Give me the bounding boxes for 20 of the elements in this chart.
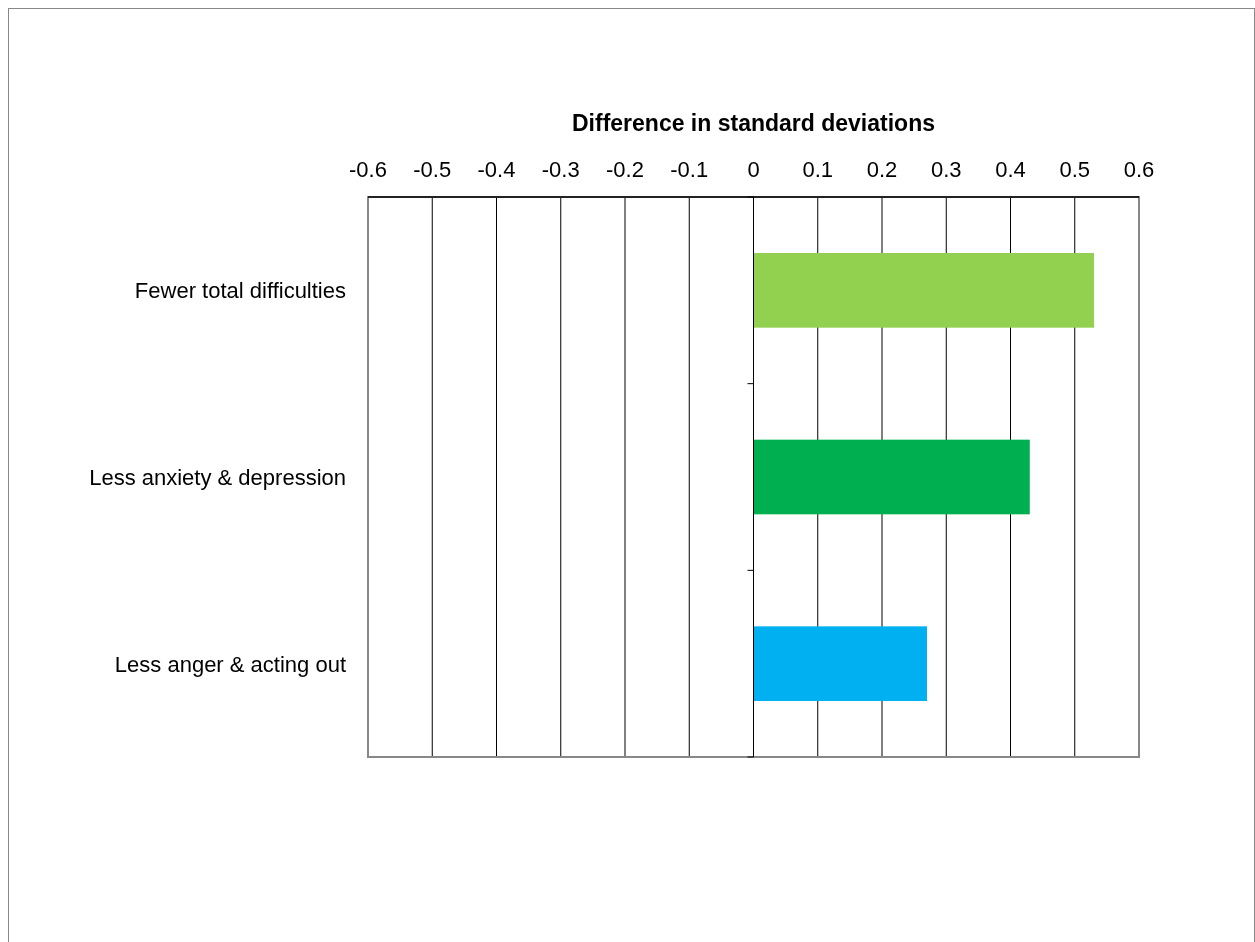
x-tick-label: 0.2: [866, 157, 898, 182]
x-tick-label: 0.3: [930, 157, 962, 182]
x-axis-title: Difference in standard deviations: [572, 110, 935, 136]
bar: [753, 439, 1030, 515]
x-tick-label: -0.4: [477, 157, 516, 182]
x-tick-label: 0: [747, 157, 760, 182]
x-tick-label: 0.6: [1123, 157, 1155, 182]
x-tick-label: -0.2: [606, 157, 644, 182]
x-tick-label: 0.4: [995, 157, 1026, 182]
bar: [753, 253, 1095, 328]
y-tick-label: Less anger & acting out: [114, 651, 346, 677]
x-tick-label: 0.5: [1059, 157, 1091, 182]
bar: [753, 626, 927, 701]
x-tick-label: 0.1: [802, 157, 834, 182]
y-tick-label: Less anxiety & depression: [89, 465, 346, 490]
x-tick-label: -0.5: [413, 157, 452, 182]
x-tick-label: -0.3: [541, 157, 580, 182]
x-tick-label: -0.6: [349, 157, 387, 182]
x-tick-label: -0.1: [670, 157, 709, 182]
y-tick-label: Fewer total difficulties: [134, 278, 346, 304]
